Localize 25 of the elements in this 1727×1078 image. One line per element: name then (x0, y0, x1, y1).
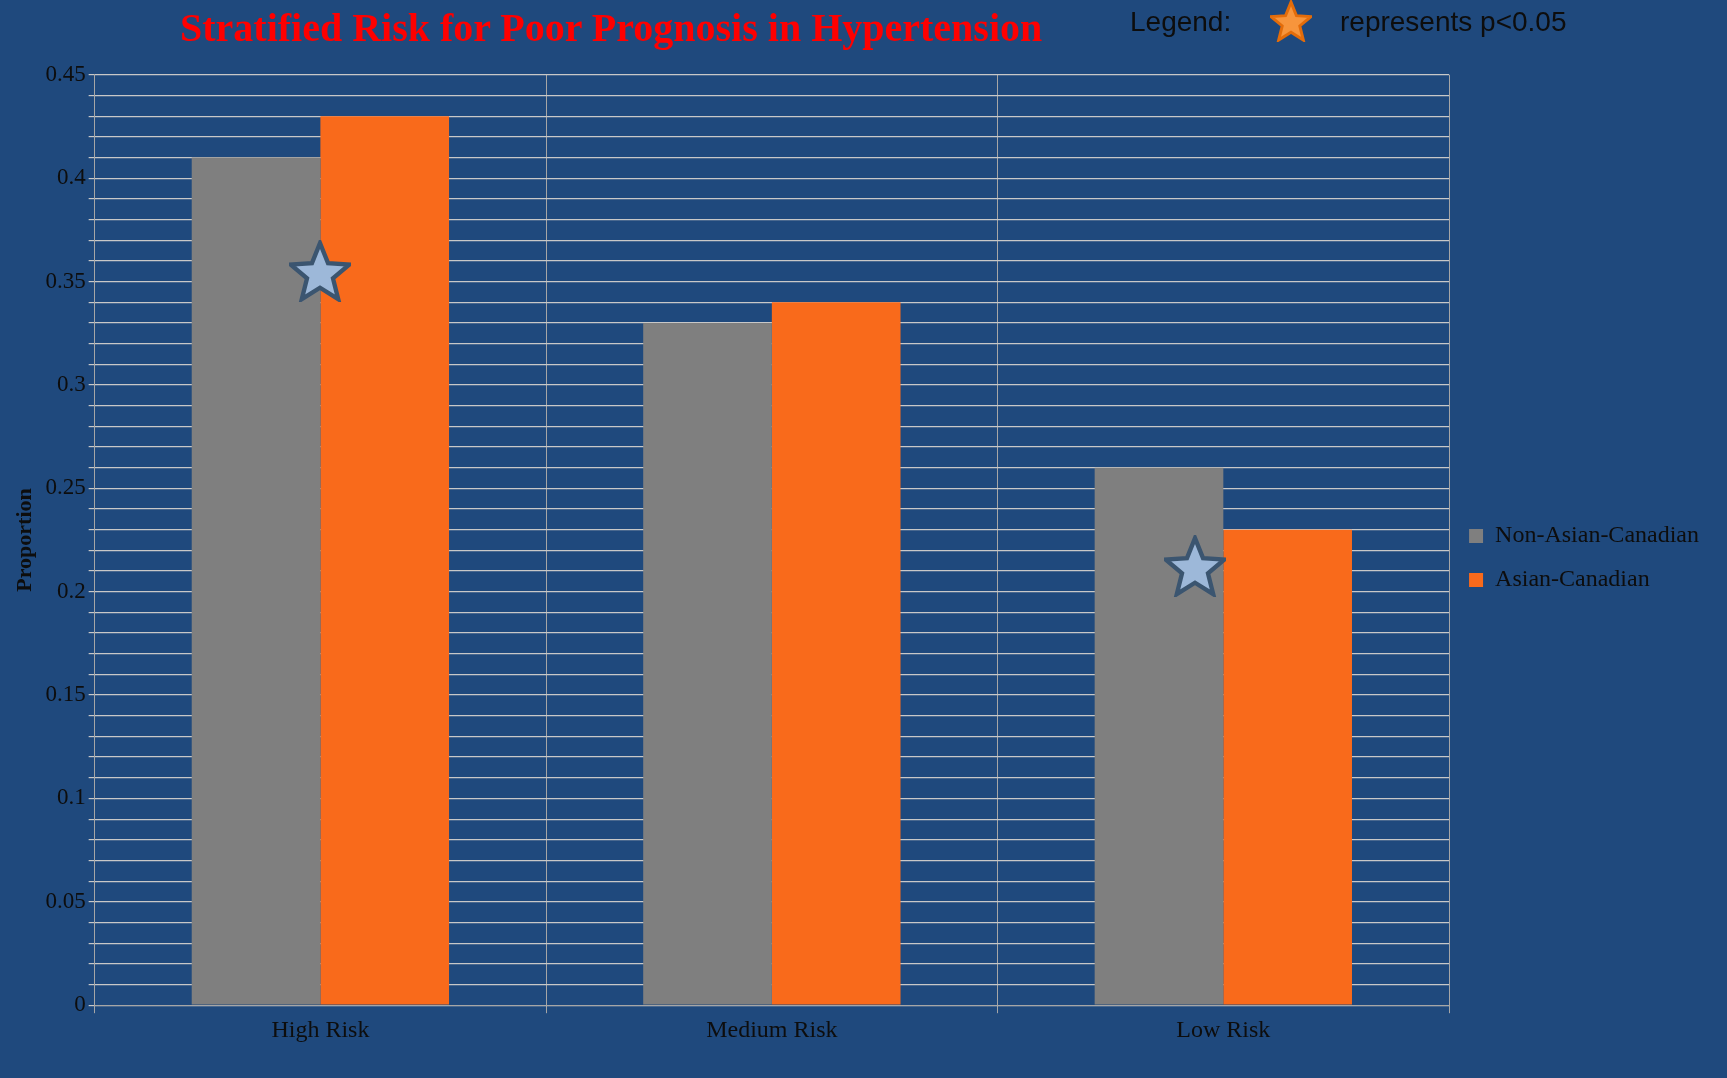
bar (771, 302, 901, 1005)
y-tick-label: 0.05 (45, 887, 86, 913)
bar (1223, 529, 1352, 1005)
y-tick-label: 0.3 (56, 370, 86, 396)
bar (320, 116, 450, 1005)
y-axis-title: Proportion (10, 488, 36, 592)
x-tick-label: Medium Risk (706, 1015, 838, 1042)
y-tick-label: 0.45 (45, 60, 86, 86)
bar (191, 157, 321, 1005)
y-tick-label: 0.35 (45, 267, 86, 293)
y-tick-label: 0.1 (56, 784, 86, 810)
y-tick-label: 0.2 (56, 577, 86, 603)
legend-label: Non-Asian-Canadian (1495, 521, 1700, 548)
text: represents p<0.05 (1340, 6, 1567, 38)
bar (1094, 467, 1224, 1005)
x-tick-label: Low Risk (1176, 1015, 1271, 1042)
legend-label: Asian-Canadian (1495, 565, 1650, 592)
y-tick-label: 0.15 (45, 681, 86, 707)
bar (643, 322, 772, 1005)
y-tick-label: 0.4 (56, 164, 87, 190)
y-tick-label: 0.25 (45, 474, 86, 500)
y-tick-label: 0 (74, 991, 86, 1017)
text: Legend: (1130, 6, 1232, 38)
chart-title: Stratified Risk for Poor Prognosis in Hypertension (180, 4, 1043, 51)
x-tick-label: High Risk (271, 1015, 370, 1042)
